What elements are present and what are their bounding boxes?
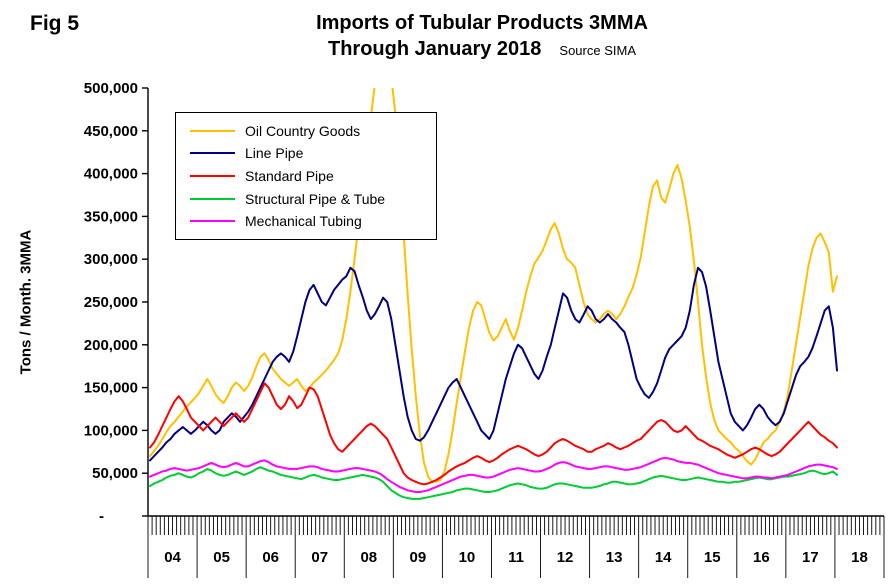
x-year-label: 14 (655, 549, 672, 566)
x-year-label: 13 (606, 549, 623, 566)
y-tick-label: 350,000 (84, 208, 138, 225)
y-tick-label: - (99, 508, 104, 525)
x-year-label: 06 (262, 549, 279, 566)
legend: Oil Country Goods Line Pipe Standard Pip… (175, 112, 437, 240)
legend-item: Mechanical Tubing (190, 213, 430, 229)
x-axis-year-labels: 04 05 06 07 08 09 10 11 12 13 14 15 16 17 18 (147, 535, 885, 578)
legend-label: Line Pipe (245, 145, 304, 162)
chart-title-line2-row: Through January 2018 Source SIMA (80, 36, 884, 62)
y-tick-label: 500,000 (84, 80, 138, 97)
y-tick-label: 150,000 (84, 380, 138, 397)
legend-label: Oil Country Goods (245, 122, 361, 139)
x-axis-month-ticks (147, 516, 885, 535)
x-year-label: 10 (459, 549, 476, 566)
legend-label: Mechanical Tubing (245, 213, 362, 230)
series-line-line-pipe (149, 266, 838, 462)
x-year-label: 05 (213, 549, 230, 566)
x-year-label: 18 (851, 549, 868, 566)
legend-item: Standard Pipe (190, 168, 430, 184)
legend-swatch (190, 220, 235, 223)
x-year-label: 07 (311, 549, 328, 566)
legend-swatch (190, 129, 235, 132)
y-tick-label: 50,000 (92, 465, 138, 482)
x-year-label: 17 (802, 549, 819, 566)
x-year-label: 15 (704, 549, 721, 566)
legend-label: Standard Pipe (245, 167, 334, 184)
chart-title-block: Imports of Tubular Products 3MMA Through… (80, 10, 884, 62)
series-line-mechanical-tubing (149, 456, 838, 493)
y-tick-label: 250,000 (84, 294, 138, 311)
y-axis-ticks: - 50,000 100,000 150,000 200,000 250,000 300,0… (84, 80, 148, 525)
chart-title-line1: Imports of Tubular Products 3MMA (316, 12, 648, 34)
y-tick-label: 200,000 (84, 337, 138, 354)
source-label: Source SIMA (559, 43, 636, 58)
series-lines (149, 88, 838, 500)
chart-title-line2: Through January 2018 (328, 38, 542, 60)
x-year-label: 08 (360, 549, 377, 566)
series-line-oil-country-goods (149, 88, 838, 483)
series-line-standard-pipe (149, 382, 838, 486)
legend-swatch (190, 197, 235, 200)
y-tick-label: 100,000 (84, 422, 138, 439)
x-year-label: 12 (557, 549, 574, 566)
legend-swatch (190, 174, 235, 177)
series-line-structural-pipe-tube (149, 466, 838, 500)
legend-label: Structural Pipe & Tube (245, 190, 386, 207)
legend-item: Line Pipe (190, 145, 430, 161)
legend-swatch (190, 152, 235, 155)
x-year-label: 04 (164, 549, 181, 566)
y-tick-label: 400,000 (84, 166, 138, 183)
figure-label: Fig 5 (30, 12, 80, 35)
x-year-label: 11 (508, 549, 524, 566)
legend-item: Structural Pipe & Tube (190, 191, 430, 207)
x-year-label: 16 (753, 549, 770, 566)
y-tick-label: 450,000 (84, 123, 138, 140)
legend-item: Oil Country Goods (190, 123, 430, 139)
y-tick-label: 300,000 (84, 251, 138, 268)
x-year-label: 09 (410, 549, 427, 566)
